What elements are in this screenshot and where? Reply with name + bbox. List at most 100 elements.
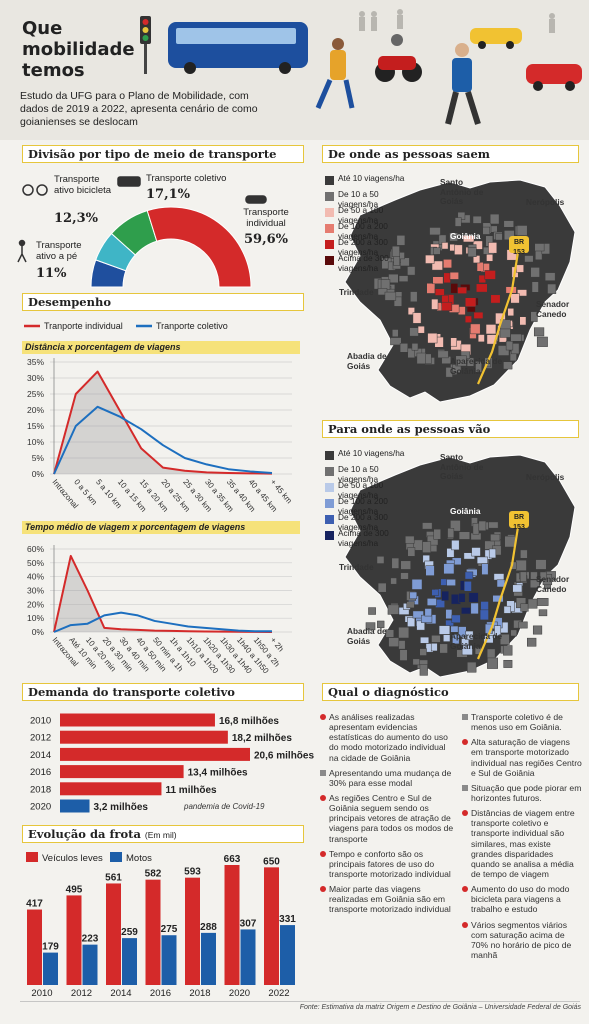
map-zone xyxy=(532,625,543,635)
map-zone xyxy=(499,327,511,338)
legend-label: Até 10 viagens/ha xyxy=(338,448,405,458)
map-zone xyxy=(391,245,400,257)
bar xyxy=(60,747,250,761)
category-label: 2018 xyxy=(30,784,51,795)
wheel xyxy=(565,81,575,91)
bar xyxy=(145,879,161,985)
y-tick-label: 0% xyxy=(32,627,45,637)
map-zone xyxy=(493,573,505,581)
y-tick-label: 20% xyxy=(27,599,44,609)
map-zone xyxy=(412,610,424,619)
map-zone xyxy=(443,259,452,269)
legend-swatch xyxy=(325,208,334,217)
map-zone xyxy=(409,591,418,600)
map-zone xyxy=(463,235,475,243)
section-header: Demanda do transporte coletivo xyxy=(22,683,304,701)
map-zone xyxy=(516,225,528,236)
bullet xyxy=(320,886,326,893)
map-zone xyxy=(438,625,451,635)
map-zone xyxy=(422,541,432,553)
bullet xyxy=(462,810,468,817)
map-zone xyxy=(449,271,459,280)
place-label: Goiânia xyxy=(450,231,481,241)
legend-swatch xyxy=(325,515,334,524)
place-label: BR 153 xyxy=(513,514,525,531)
bar xyxy=(60,765,184,779)
map-zone xyxy=(446,579,456,586)
bar xyxy=(122,938,137,985)
map-zone xyxy=(422,522,433,530)
place-label: Santo Antônio de Goiás xyxy=(440,177,484,206)
map-zone xyxy=(452,634,460,645)
map-zone xyxy=(505,340,514,351)
map-zone xyxy=(519,316,527,326)
series-line xyxy=(53,405,273,475)
map-zone xyxy=(484,270,496,280)
donut-segment xyxy=(146,206,252,288)
bullet xyxy=(320,769,326,776)
map-zone xyxy=(437,350,449,359)
legend-swatch xyxy=(325,499,334,508)
map-zone xyxy=(503,361,513,370)
place-label: Trindade xyxy=(339,287,374,297)
diagnosis-column: Transporte coletivo é de menos uso em Go… xyxy=(462,712,582,965)
title: Que mobilidade temos xyxy=(22,18,135,81)
map-zone xyxy=(431,298,439,310)
map-zone xyxy=(365,622,376,631)
y-tick-label: 40% xyxy=(27,572,44,582)
section-header: Para onde as pessoas vão xyxy=(322,420,579,438)
value-label: 11% xyxy=(36,266,67,281)
map-zone xyxy=(463,581,472,592)
map-zone xyxy=(531,281,539,293)
category-label: Transporte coletivo xyxy=(146,173,227,184)
bar xyxy=(185,877,200,985)
map-zone xyxy=(518,621,528,629)
value-label: 582 xyxy=(145,869,162,880)
map-zone xyxy=(424,608,432,617)
map-zone xyxy=(499,633,510,645)
category-label: 2012 xyxy=(30,733,51,744)
place-label: Abadia de Goiás xyxy=(347,626,387,646)
map-zone xyxy=(458,593,466,603)
value-label: 13,4 milhões xyxy=(188,768,248,779)
bar xyxy=(161,935,177,985)
map-zone xyxy=(478,520,487,531)
map-zone xyxy=(494,625,502,637)
legend-swatch xyxy=(26,852,38,862)
subtitle: Estudo da UFG para o Plano de Mobilidade… xyxy=(20,90,258,128)
place-label: Nerópolis xyxy=(526,197,565,207)
bar xyxy=(240,929,256,985)
map-zone xyxy=(425,254,435,264)
map-zone xyxy=(470,323,481,335)
category-label: 2012 xyxy=(71,988,92,999)
legend-swatch xyxy=(325,192,334,201)
map-zone xyxy=(450,520,461,532)
map-zone xyxy=(443,563,455,575)
legend-swatch xyxy=(110,852,122,862)
place-label: Trindade xyxy=(339,562,374,572)
map-zone xyxy=(454,217,462,227)
map-zone xyxy=(405,535,415,544)
category-label: 2014 xyxy=(110,988,131,999)
map-zone xyxy=(490,533,501,542)
map-zone xyxy=(426,598,437,606)
legend-label: De 50 a 100 viagens/ha xyxy=(338,480,384,500)
map-zone xyxy=(387,604,400,615)
map-zone xyxy=(467,247,477,257)
map-zone xyxy=(400,572,409,580)
value-label: 650 xyxy=(263,856,280,867)
map-zone xyxy=(512,584,523,593)
map-zone xyxy=(503,659,513,668)
road-badge xyxy=(509,511,529,528)
place-label: Senador Canedo xyxy=(536,299,570,319)
map-zone xyxy=(530,311,538,322)
map-zone xyxy=(527,598,538,609)
map-zone xyxy=(471,547,481,557)
map-zone xyxy=(477,334,485,343)
y-tick-label: 35% xyxy=(27,357,44,367)
bar xyxy=(66,895,82,985)
map-zone xyxy=(482,226,491,235)
map-zone xyxy=(461,607,471,615)
map-zone xyxy=(473,311,484,319)
